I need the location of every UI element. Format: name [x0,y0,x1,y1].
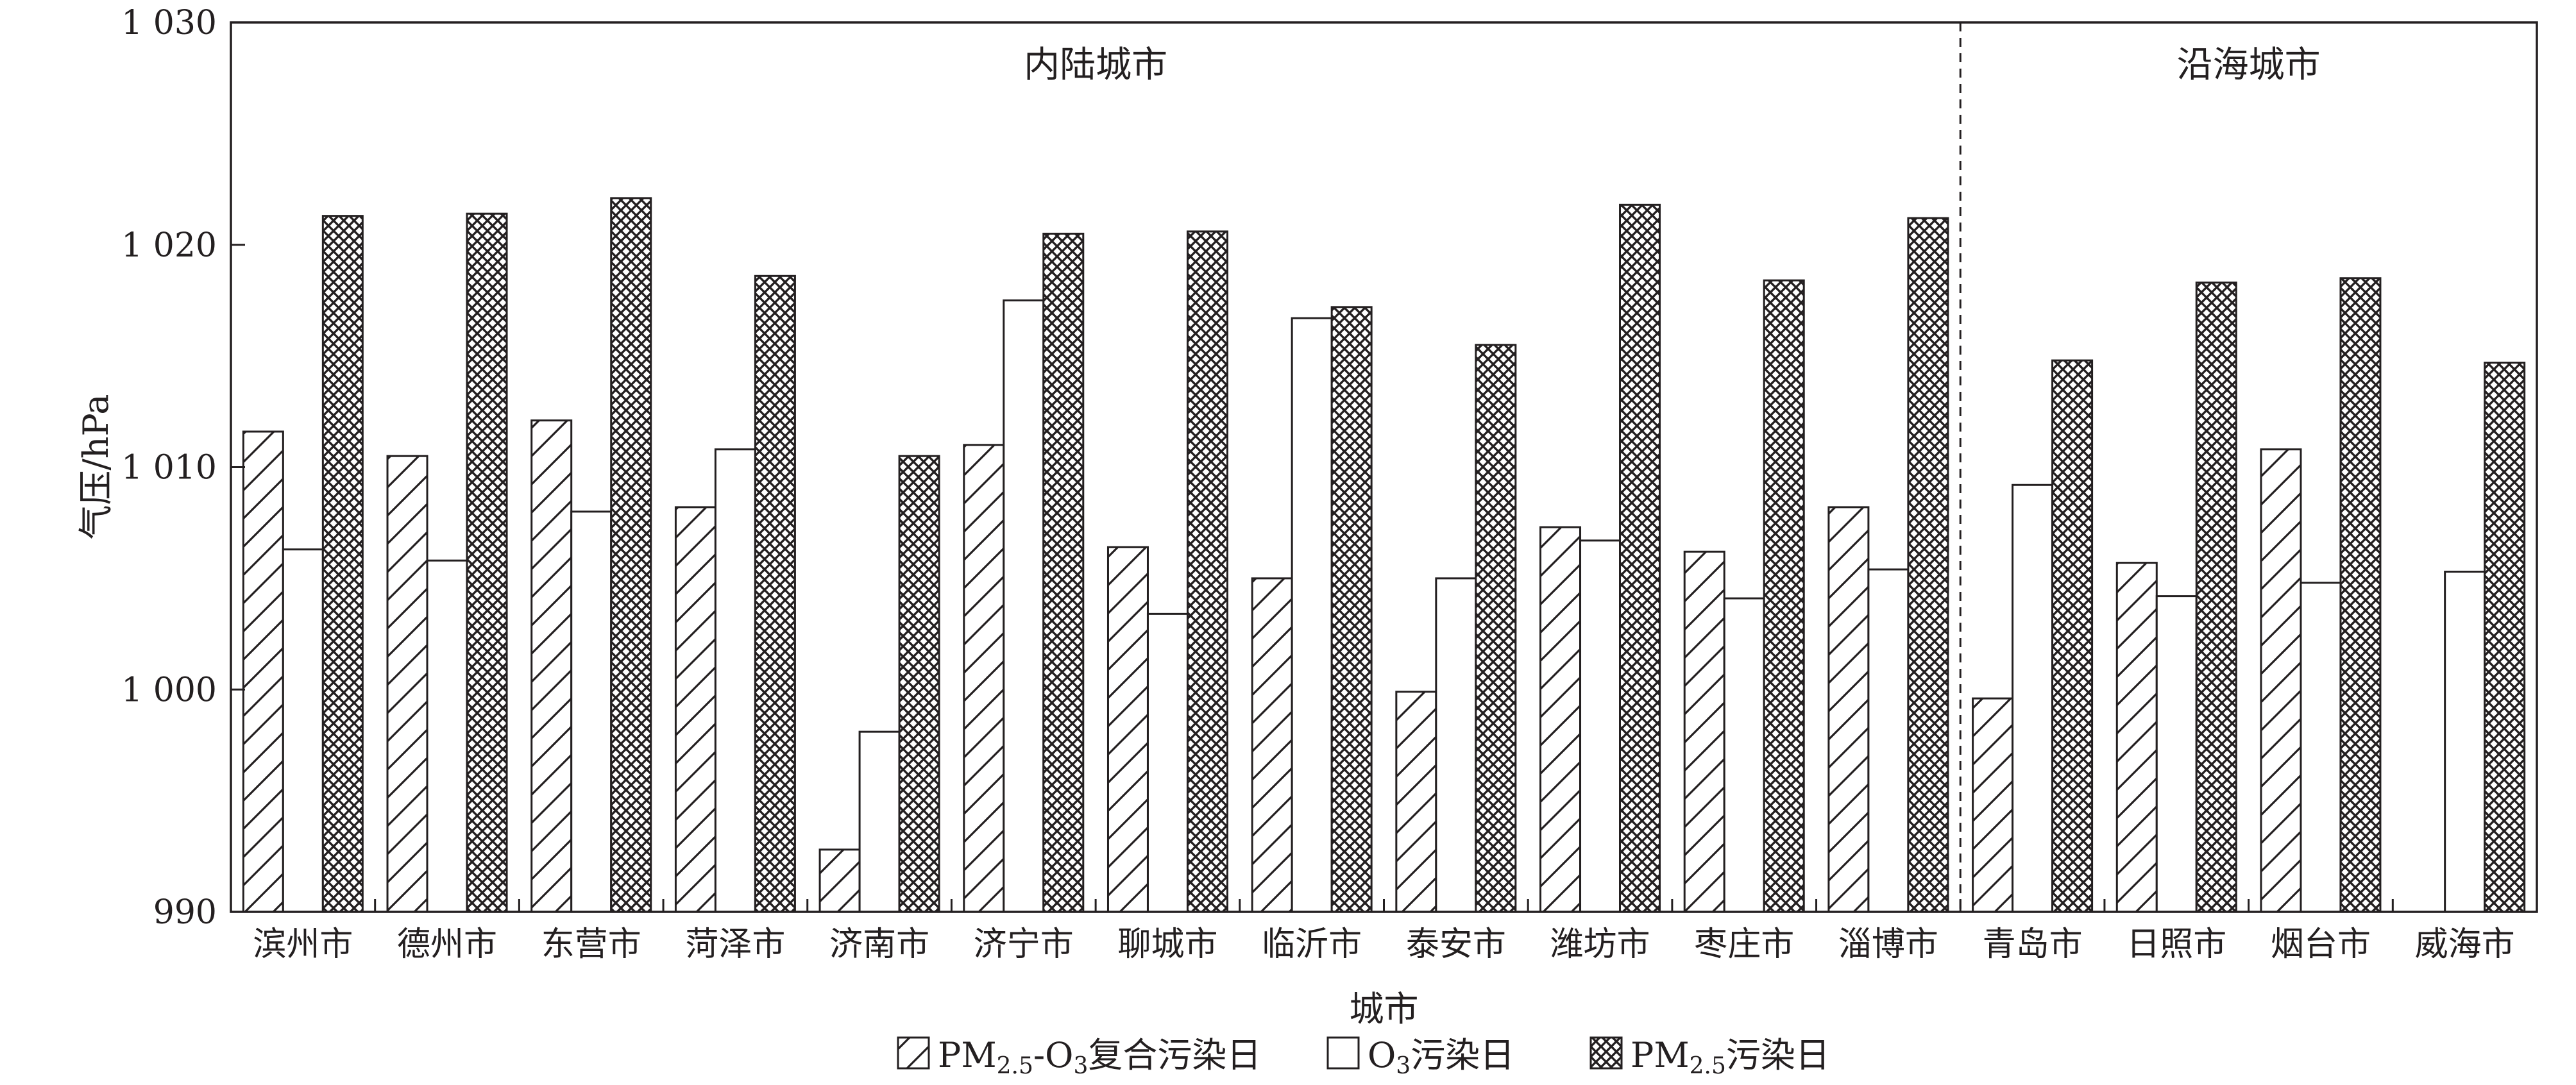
bar-2-16 [2444,570,2486,913]
x-tick-label: 日照市 [2126,925,2226,964]
bar-2-11 [1723,597,1765,913]
bar-1-13 [1972,697,2014,913]
y-tick-label: 1 030 [121,4,217,42]
legend-text-part: PM [938,1035,997,1075]
x-tick-label: 菏泽市 [685,925,785,964]
bar-1-4 [674,506,716,913]
legend-subscript: 2.5 [1690,1053,1726,1079]
y-tick-label: 1 020 [121,226,217,265]
bar-2-1 [282,548,324,913]
bar-3-16 [2484,362,2526,913]
bar-3-5 [898,455,940,913]
bar-1-12 [1827,506,1870,913]
legend-item-3: PM2.5污染日 [1589,1035,1830,1079]
bar-2-13 [2012,484,2054,913]
legend-label: PM2.5污染日 [1631,1035,1830,1079]
bar-1-3 [530,419,573,913]
y-tick-label: 990 [153,893,217,932]
bar-3-14 [2195,282,2237,913]
bar-1-6 [963,444,1005,913]
bar-3-7 [1186,230,1228,913]
bar-2-4 [714,448,756,913]
x-axis-title: 城市 [1350,989,1419,1029]
bar-3-2 [466,212,508,913]
bar-3-4 [754,274,796,913]
bar-1-15 [2260,448,2302,913]
bar-3-6 [1042,232,1085,913]
bar-3-11 [1763,279,1805,913]
x-tick-label: 济南市 [829,925,929,964]
bar-3-12 [1907,217,1949,913]
bar-2-12 [1867,568,1910,913]
legend-text-part: 复合污染日 [1088,1035,1261,1075]
y-axis-title: 气压/hPa [76,394,116,539]
bar-1-10 [1539,526,1582,913]
x-tick-label: 泰安市 [1406,925,1506,964]
x-tick-label: 枣庄市 [1694,925,1794,964]
legend-text-part: 污染日 [1411,1035,1514,1075]
bar-1-5 [818,848,861,913]
legend-swatch [1589,1036,1623,1070]
bar-2-10 [1579,539,1622,913]
x-tick-label: 潍坊市 [1550,925,1650,964]
bar-2-5 [858,730,901,913]
bar-3-15 [2339,277,2382,913]
bar-3-1 [321,215,364,913]
legend-swatch [1326,1036,1360,1070]
legend-text-part: O [1368,1035,1396,1075]
legend-subscript: 3 [1396,1053,1411,1079]
bar-2-2 [426,559,468,913]
y-tick-label: 1 010 [121,449,217,487]
bar-2-14 [2155,595,2198,913]
bar-2-3 [570,510,613,913]
bar-2-7 [1146,612,1189,913]
x-tick-label: 威海市 [2415,925,2515,964]
y-tick-label: 1 000 [121,671,217,709]
bar-2-9 [1435,577,1477,913]
bar-1-1 [242,430,284,913]
bar-1-7 [1106,546,1149,913]
bar-1-9 [1395,691,1437,913]
region-label-1: 内陆城市 [1024,44,1167,86]
legend-swatch [897,1036,930,1070]
bar-3-8 [1330,306,1373,913]
x-tick-label: 临沂市 [1262,925,1362,964]
legend-item-1: PM2.5-O3复合污染日 [897,1035,1261,1079]
legend-item-2: O3污染日 [1326,1035,1514,1079]
x-tick-label: 滨州市 [253,925,353,964]
legend-subscript: 3 [1073,1053,1088,1079]
x-tick-label: 济宁市 [974,925,1074,964]
bar-1-2 [386,455,428,913]
x-tick-label: 淄博市 [1838,925,1938,964]
x-tick-label: 青岛市 [1983,925,2083,964]
bar-3-3 [610,197,652,913]
bar-2-15 [2300,582,2342,913]
legend-text-part: PM [1631,1035,1690,1075]
bar-2-6 [1003,299,1045,913]
bar-1-8 [1251,577,1293,913]
legend-text-part: -O [1033,1035,1074,1075]
legend-text-part: 污染日 [1726,1035,1830,1075]
legend-label: PM2.5-O3复合污染日 [938,1035,1261,1079]
x-tick-label: 东营市 [541,925,641,964]
region-label-2: 沿海城市 [2177,44,2321,86]
bar-3-9 [1475,344,1517,913]
bar-1-11 [1683,550,1725,913]
legend-subscript: 2.5 [997,1053,1033,1079]
bar-3-10 [1619,203,1661,913]
bar-2-8 [1291,317,1333,913]
x-tick-label: 烟台市 [2271,925,2371,964]
bar-1-14 [2115,562,2158,913]
x-tick-label: 德州市 [397,925,497,964]
x-tick-label: 聊城市 [1117,925,1217,964]
legend-label: O3污染日 [1368,1035,1514,1079]
bar-3-13 [2051,359,2094,913]
